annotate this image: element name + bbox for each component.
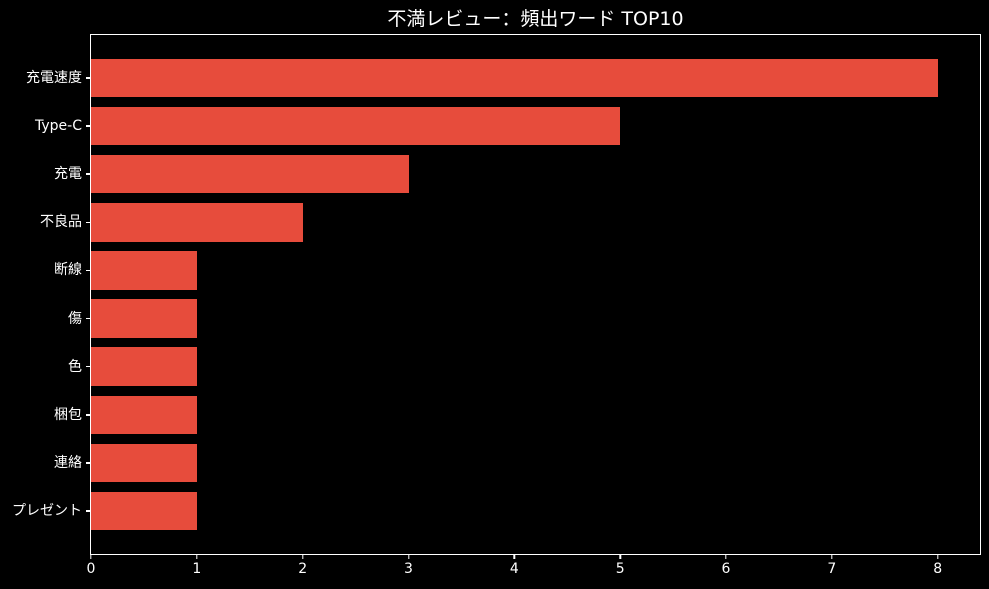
x-tick-label: 7	[827, 561, 837, 577]
bar-Type-C	[91, 106, 621, 146]
x-tick	[619, 555, 621, 559]
y-tick-label: 不良品	[40, 214, 82, 231]
y-tick-label: 充電	[54, 166, 82, 183]
x-tick	[513, 555, 516, 559]
x-tick-label: 1	[192, 561, 202, 577]
y-tick	[86, 269, 90, 272]
bar-プレゼント	[91, 491, 197, 531]
y-tick-label: プレゼント	[12, 503, 82, 520]
y-tick-label: Type-C	[35, 117, 82, 134]
y-tick-label: 梱包	[54, 406, 82, 423]
y-tick-label: 充電速度	[26, 69, 82, 86]
y-tick	[86, 77, 90, 79]
y-tick-label: 色	[68, 358, 82, 375]
chart-title: 不満レビュー：頻出ワード TOP10	[387, 8, 684, 30]
x-tick	[407, 555, 410, 559]
y-tick	[86, 317, 90, 320]
bar-連絡	[91, 443, 197, 483]
y-tick	[86, 414, 90, 416]
bar-充電	[91, 154, 409, 194]
y-tick-label: 傷	[68, 310, 82, 327]
y-tick	[86, 125, 90, 127]
y-tick-label: 断線	[54, 262, 82, 279]
x-tick	[831, 555, 833, 559]
x-tick	[725, 555, 727, 559]
x-tick-label: 8	[933, 561, 943, 577]
bar-色	[91, 347, 197, 386]
x-tick-label: 2	[298, 561, 308, 577]
y-tick-label: 連絡	[54, 455, 82, 471]
y-tick	[86, 462, 90, 464]
x-tick	[301, 555, 304, 559]
x-tick-label: 5	[615, 561, 625, 577]
x-tick-label: 0	[86, 561, 96, 577]
y-tick	[86, 510, 90, 512]
x-tick	[90, 555, 92, 559]
x-tick-label: 4	[509, 561, 519, 577]
bar-不良品	[91, 203, 303, 242]
bar-充電速度	[91, 58, 938, 98]
x-tick-label: 6	[721, 561, 731, 577]
x-tick-label: 3	[404, 561, 413, 577]
plot-area: 充電速度 Type-C 充電不良品断線傷色梱包連絡プレゼント 0 1 2 3 4 5 6 7 8	[12, 34, 981, 576]
y-tick	[86, 366, 90, 368]
x-tick	[196, 555, 198, 559]
y-tick	[86, 221, 90, 223]
x-tick	[936, 555, 939, 559]
bar-傷	[91, 299, 197, 338]
bar-梱包	[91, 395, 197, 435]
y-tick	[86, 173, 90, 175]
bar-断線	[91, 251, 197, 290]
